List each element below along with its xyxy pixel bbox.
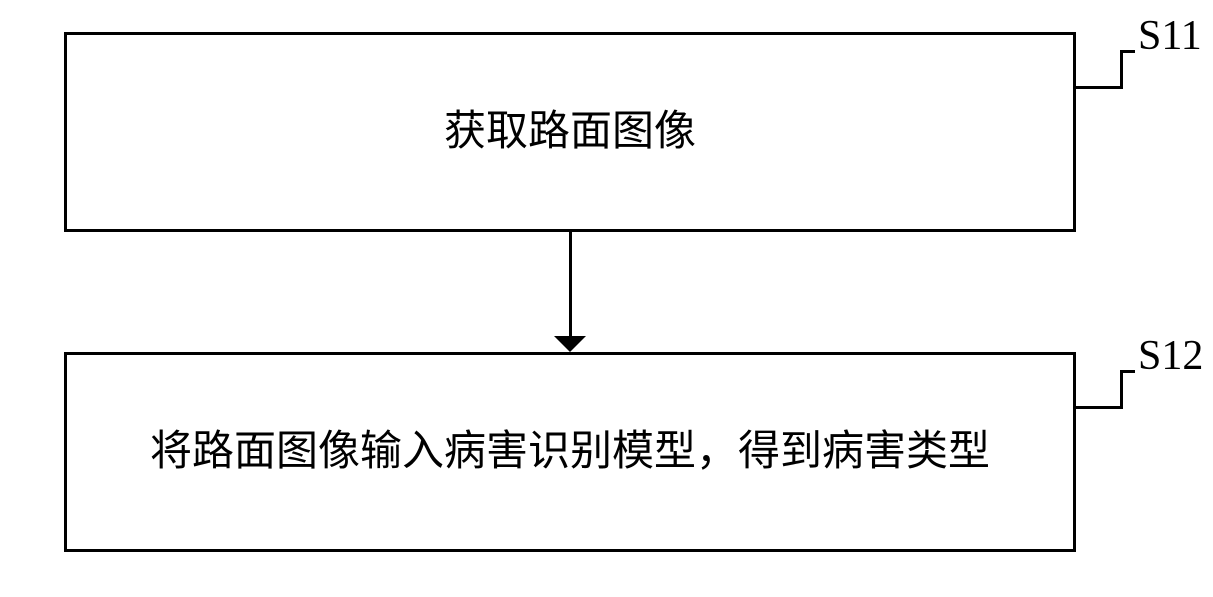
callout-v xyxy=(1120,370,1123,409)
flow-node-s11: 获取路面图像 xyxy=(64,32,1076,232)
callout-top xyxy=(1120,50,1135,53)
step-label-s11: S11 xyxy=(1138,12,1202,60)
flow-node-text: 获取路面图像 xyxy=(414,107,726,157)
callout-top xyxy=(1120,370,1135,373)
callout-h xyxy=(1076,406,1120,409)
callout-h xyxy=(1076,86,1120,89)
callout-v xyxy=(1120,50,1123,89)
edge-line xyxy=(569,232,572,336)
edge-arrowhead xyxy=(554,336,586,352)
flowchart-canvas: 获取路面图像 S11 将路面图像输入病害识别模型，得到病害类型 S12 xyxy=(0,0,1213,597)
flow-node-s12: 将路面图像输入病害识别模型，得到病害类型 xyxy=(64,352,1076,552)
step-label-s12: S12 xyxy=(1138,332,1203,380)
flow-node-text: 将路面图像输入病害识别模型，得到病害类型 xyxy=(120,427,1020,477)
